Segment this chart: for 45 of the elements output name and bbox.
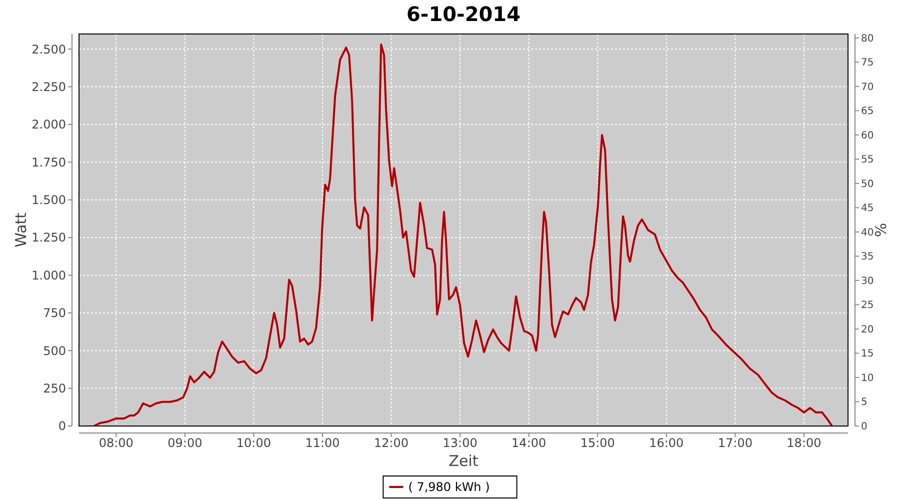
x-tick-label: 16:00: [649, 436, 684, 450]
y2-tick-label: 65: [861, 106, 874, 118]
x-tick-label: 18:00: [786, 436, 822, 450]
y2-tick-label: 40: [861, 227, 874, 238]
x-tick-label: 13:00: [442, 436, 478, 450]
y2-tick-label: 20: [861, 324, 874, 336]
y2-tick-label: 45: [861, 203, 874, 214]
y2-tick-label: 50: [861, 178, 874, 190]
y2-tick-label: 15: [861, 348, 874, 360]
x-tick-label: 14:00: [512, 436, 546, 450]
line-series: [93, 44, 833, 426]
x-tick-label: 17:00: [718, 436, 752, 450]
x-tick-label: 08:00: [98, 436, 134, 450]
y-tick-label: 2.500: [32, 42, 66, 56]
y-tick-label: 2.250: [32, 80, 66, 94]
y-axis-title: Watt: [12, 212, 30, 248]
y2-tick-label: 30: [861, 276, 874, 287]
y-tick-label: 0: [58, 419, 66, 434]
y-tick-label: 1.750: [32, 155, 66, 170]
x-tick-label: 09:00: [168, 436, 202, 450]
x-tick-label: 12:00: [374, 436, 409, 450]
y2-tick-label: 5: [861, 397, 868, 408]
y-tick-label: 2.000: [32, 118, 66, 132]
y2-tick-label: 75: [861, 58, 874, 69]
x-axis-title: Zeit: [448, 452, 478, 470]
y-tick-label: 1.250: [32, 230, 66, 245]
y-tick-label: 1.500: [32, 193, 66, 208]
y-tick-label: 500: [43, 344, 66, 358]
y2-axis-title: %: [872, 222, 890, 238]
y2-tick-label: 0: [861, 422, 868, 432]
y2-tick-label: 35: [861, 252, 874, 263]
x-tick-label: 10:00: [236, 436, 272, 450]
y-tick-label: 1.000: [32, 268, 66, 282]
y2-tick-label: 55: [861, 154, 874, 166]
chart-title: 6-10-2014: [406, 2, 521, 26]
x-tick-label: 11:00: [305, 436, 340, 450]
legend-label: ( 7,980 kWh ): [408, 480, 490, 494]
y2-tick-label: 25: [861, 300, 874, 312]
y2-tick-label: 10: [861, 372, 874, 384]
x-tick-label: 15:00: [580, 436, 615, 450]
y-tick-label: 250: [43, 382, 66, 396]
y-tick-label: 750: [43, 306, 66, 320]
y2-tick-label: 80: [861, 33, 874, 44]
y2-tick-label: 70: [861, 82, 874, 93]
y2-tick-label: 60: [861, 130, 874, 142]
